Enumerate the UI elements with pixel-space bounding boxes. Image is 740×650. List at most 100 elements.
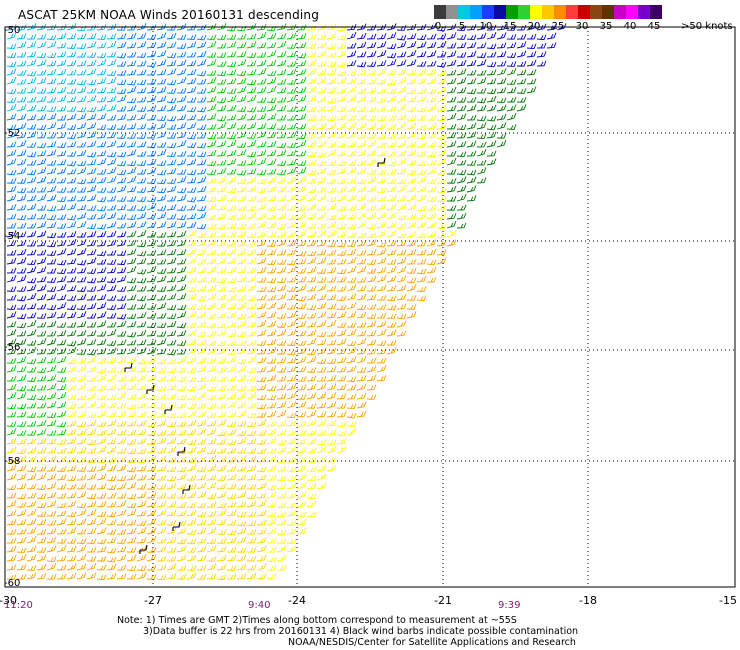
wind-barb [246,222,257,229]
wind-barb [36,321,47,328]
wind-barb [36,33,47,40]
wind-barb [196,511,207,517]
wind-barb [296,68,307,76]
wind-barb [66,33,77,40]
wind-barb [266,267,277,274]
wind-barb [86,338,97,346]
wind-barb [316,50,327,58]
wind-barb [246,33,257,40]
wind-barb [56,545,67,553]
wind-barb [76,483,87,490]
wind-barb [376,115,387,122]
wind-barb [326,276,337,283]
wind-barb [216,438,227,445]
wind-barb [46,106,57,112]
wind-barb [236,420,247,427]
wind-barb [246,537,257,544]
wind-barb [16,536,27,544]
wind-barb [16,330,27,337]
wind-barb [206,357,217,364]
time-label: 9:39 [498,600,521,611]
wind-barb [276,266,287,274]
wind-barb [156,78,167,85]
wind-barb [356,178,367,185]
wind-barb [6,267,17,274]
wind-barb [406,106,417,112]
wind-barb [436,94,447,103]
wind-barb [336,338,347,346]
wind-barb [226,483,237,490]
wind-barb [436,169,447,175]
wind-barb [386,295,397,302]
wind-barb [326,148,337,157]
wind-barb [116,538,127,544]
wind-barb [456,193,467,202]
wind-barb [126,277,137,284]
wind-barb [306,194,317,202]
wind-barb [76,304,87,311]
wind-barb [186,367,197,373]
wind-barb [236,77,247,85]
wind-barb [236,160,247,166]
wind-barb [416,249,427,256]
wind-barb [116,88,127,95]
wind-barb [396,25,407,31]
wind-barb [286,538,297,545]
wind-barb [126,347,137,355]
wind-barb [36,257,47,265]
wind-barb [136,52,147,58]
wind-barb [146,158,157,166]
wind-barb [226,257,237,265]
wind-barb [396,121,407,130]
wind-barb [36,113,47,121]
wind-barb [256,31,267,40]
wind-barb [376,169,387,175]
wind-barb [286,265,297,274]
wind-barb [336,446,347,454]
wind-barb [226,266,237,274]
wind-barb [296,221,307,229]
wind-barb [446,205,457,211]
wind-barb [66,446,77,454]
wind-barb [456,151,467,157]
wind-barb [186,491,197,499]
wind-barb [76,349,87,355]
wind-barb [186,68,197,76]
wind-barb [66,545,77,553]
wind-barb [326,249,337,256]
wind-barb [326,358,337,364]
wind-barb [6,24,17,31]
wind-barb [336,34,347,41]
wind-barb [136,500,147,508]
wind-barb [256,149,267,157]
wind-barb [416,232,427,239]
wind-barb [66,151,77,157]
wind-barb [246,139,257,148]
wind-barb [66,51,77,58]
wind-barb [6,169,17,176]
legend-swatch [434,5,446,19]
wind-barb [86,483,97,490]
wind-barb [266,365,277,373]
wind-barb [226,421,237,428]
wind-barb [26,492,37,499]
wind-barb [296,250,307,257]
wind-barb [406,239,417,247]
wind-barb [46,167,57,175]
wind-barb [256,536,267,544]
wind-barb [316,402,327,409]
wind-barb [296,185,307,193]
wind-barb [16,473,27,481]
wind-barb [466,122,477,130]
note-line: 3)Data buffer is 22 hrs from 20160131 4)… [143,626,579,637]
wind-barb [176,187,187,194]
wind-barb [286,114,297,121]
wind-barb [406,248,417,256]
wind-barb [126,257,137,265]
wind-barb [116,169,127,176]
wind-barb [246,421,257,428]
wind-barb [246,564,257,571]
wind-barb [166,384,177,391]
wind-barb [166,320,177,328]
wind-barb [286,78,297,85]
